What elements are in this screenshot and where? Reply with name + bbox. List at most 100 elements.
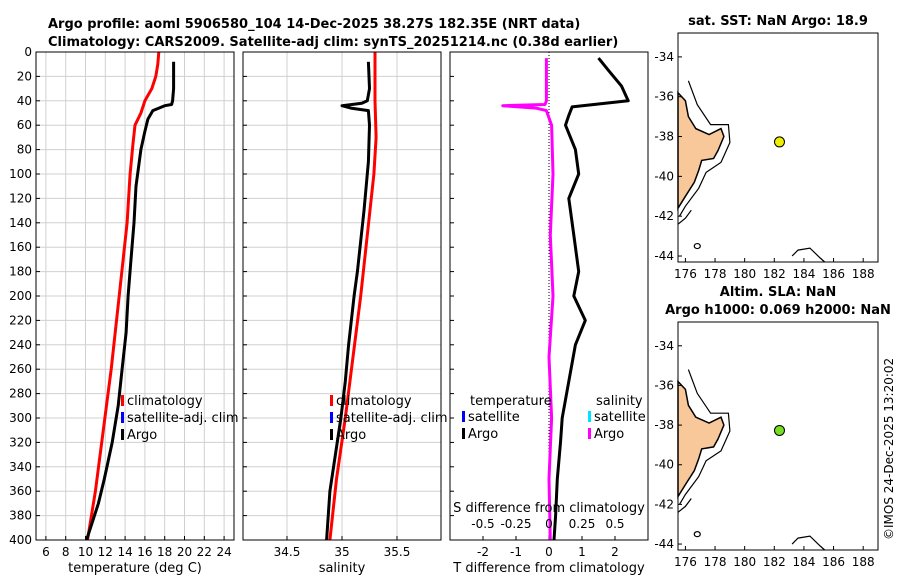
y-tick-label: 80 xyxy=(17,143,32,157)
y-tick-label: 280 xyxy=(9,387,32,401)
salinity-legend-label: satellite-adj. clim xyxy=(336,411,448,426)
argo-float-marker xyxy=(773,136,785,148)
new-zealand-landmass xyxy=(677,379,725,500)
lon-tick-label: 182 xyxy=(763,267,786,281)
temperature-legend-label: climatology xyxy=(127,394,203,409)
y-tick-label: 260 xyxy=(9,362,32,376)
lat-tick-label: -40 xyxy=(654,458,674,472)
imos-timestamp-watermark: ©IMOS 24-Dec-2025 13:20:02 xyxy=(882,358,896,540)
difference-temp-legend-label: satellite xyxy=(468,410,520,425)
y-tick-label: 60 xyxy=(17,118,32,132)
y-tick-label: 360 xyxy=(9,484,32,498)
argo-line xyxy=(85,61,176,541)
difference-sal-legend-label: Argo xyxy=(594,427,624,442)
axes-frame xyxy=(242,51,442,541)
climatology-line xyxy=(86,51,161,541)
lon-tick-label: 182 xyxy=(763,555,786,569)
map-title: Argo h1000: 0.069 h2000: NaN xyxy=(665,303,891,318)
salinity-diff-tick-label: 0 xyxy=(545,517,553,531)
y-tick-label: 400 xyxy=(9,533,32,547)
lon-tick-label: 184 xyxy=(792,267,815,281)
x-tick-label: 8 xyxy=(62,545,70,559)
seamount-contour xyxy=(693,531,701,538)
bathymetry-contour xyxy=(678,80,731,217)
temperature-legend-label: Argo xyxy=(127,428,157,443)
chatham-rise-contour xyxy=(791,535,826,551)
lon-tick-label: 180 xyxy=(733,555,756,569)
y-tick-label: 320 xyxy=(9,435,32,449)
argo-line xyxy=(325,61,371,541)
salinity-diff-axis-label: S difference from climatology xyxy=(453,501,645,516)
lon-tick-label: 178 xyxy=(704,267,727,281)
map-title: sat. SST: NaN Argo: 18.9 xyxy=(688,14,868,29)
y-tick-label: 240 xyxy=(9,338,32,352)
salinity-difference-argo-line xyxy=(501,58,555,541)
x-tick-label: -2 xyxy=(477,545,489,559)
x-tick-label: 20 xyxy=(177,545,192,559)
x-tick-label: 24 xyxy=(216,545,231,559)
temperature-legend-swatch xyxy=(121,429,124,440)
figure-title-line1: Argo profile: aoml 5906580_104 14-Dec-20… xyxy=(48,17,580,32)
x-axis-label: T difference from climatology xyxy=(452,561,645,576)
temp-difference-argo-line xyxy=(552,57,630,541)
lon-tick-label: 186 xyxy=(822,267,845,281)
map-frame xyxy=(677,32,879,263)
y-tick-label: 340 xyxy=(9,460,32,474)
x-tick-label: -1 xyxy=(510,545,522,559)
salinity-legend-swatch xyxy=(330,395,333,406)
lat-tick-label: -36 xyxy=(654,378,674,392)
y-tick-label: 180 xyxy=(9,265,32,279)
salinity-diff-tick-label: -0.5 xyxy=(471,517,494,531)
chatham-rise-contour xyxy=(791,247,826,263)
map-frame xyxy=(677,321,879,551)
bathymetry-contour xyxy=(678,369,731,505)
temperature-legend-swatch xyxy=(121,395,124,406)
y-tick-label: 0 xyxy=(24,45,32,59)
x-tick-label: 34.5 xyxy=(274,545,301,559)
axes-frame xyxy=(35,51,235,541)
temperature-legend-label: satellite-adj. clim xyxy=(127,411,239,426)
lat-tick-label: -34 xyxy=(654,50,674,64)
difference-temp-legend-swatch xyxy=(462,411,465,422)
difference-sal-legend-label: satellite xyxy=(594,410,646,425)
lon-tick-label: 180 xyxy=(733,267,756,281)
y-tick-label: 120 xyxy=(9,191,32,205)
salinity-legend-label: climatology xyxy=(336,394,412,409)
salinity-diff-tick-label: 0.25 xyxy=(569,517,596,531)
lat-tick-label: -44 xyxy=(654,537,674,551)
x-tick-label: 22 xyxy=(197,545,212,559)
x-tick-label: 1 xyxy=(578,545,586,559)
salinity-diff-tick-label: 0.5 xyxy=(605,517,624,531)
axes-frame xyxy=(449,51,649,541)
new-zealand-landmass xyxy=(677,90,725,211)
lon-tick-label: 188 xyxy=(852,555,875,569)
y-tick-label: 160 xyxy=(9,240,32,254)
x-axis-label: temperature (deg C) xyxy=(68,561,202,576)
y-tick-label: 140 xyxy=(9,216,32,230)
temperature-panel: 6 8 10 12 14 16 18 20 22 240204060801001201401601… xyxy=(9,45,239,576)
difference-sal-legend-swatch xyxy=(588,428,591,439)
sla-map-panel: 176 178 180 182 184 186 188 -34 -36 -38 -40 -42 -44 A… xyxy=(654,285,890,569)
difference-temp-legend-swatch xyxy=(462,428,465,439)
y-tick-label: 300 xyxy=(9,411,32,425)
lon-tick-label: 178 xyxy=(704,555,727,569)
x-tick-label: 12 xyxy=(98,545,113,559)
lat-tick-label: -42 xyxy=(654,497,674,511)
x-tick-label: 35 xyxy=(334,545,349,559)
salinity-legend-label: Argo xyxy=(336,428,366,443)
x-axis-label: salinity xyxy=(319,561,366,576)
climatology-line xyxy=(328,52,378,541)
bathymetry-contour xyxy=(677,498,692,513)
x-tick-label: 14 xyxy=(117,545,132,559)
x-tick-label: 6 xyxy=(42,545,50,559)
lat-tick-label: -40 xyxy=(654,169,674,183)
y-tick-label: 40 xyxy=(17,94,32,108)
x-tick-label: 18 xyxy=(157,545,172,559)
lat-tick-label: -36 xyxy=(654,90,674,104)
y-tick-label: 20 xyxy=(17,69,32,83)
seamount-contour xyxy=(693,242,701,250)
salinity-diff-tick-label: -0.25 xyxy=(500,517,531,531)
argo-float-marker xyxy=(773,424,785,436)
salinity-legend-swatch xyxy=(330,429,333,440)
